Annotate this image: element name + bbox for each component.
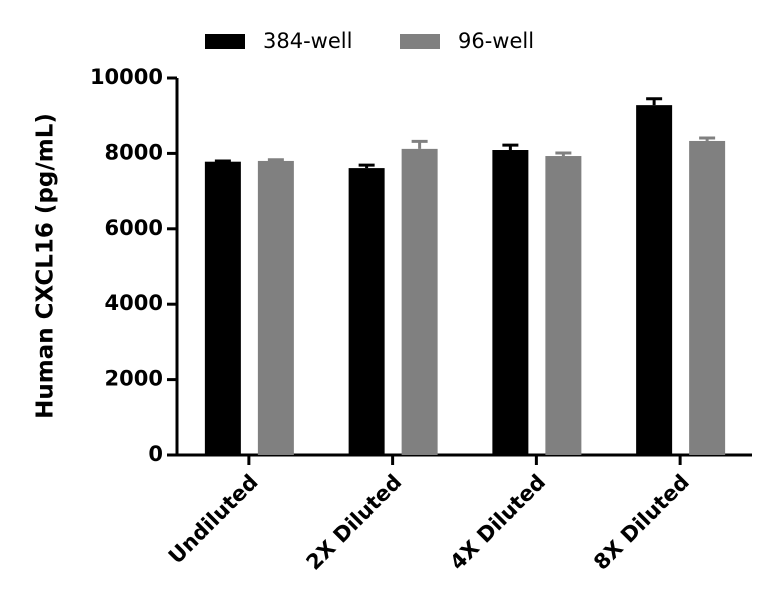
bar [545, 156, 582, 455]
bar [204, 161, 241, 455]
legend-label: 384-well [263, 29, 352, 53]
y-tick-label: 10000 [90, 65, 163, 89]
y-tick-label: 4000 [105, 291, 163, 315]
x-tick-label: 4X Diluted [445, 470, 550, 575]
legend-label: 96-well [458, 29, 534, 53]
x-tick-label: Undiluted [164, 470, 263, 569]
bar [492, 150, 529, 455]
y-tick-label: 6000 [105, 216, 163, 240]
y-axis-label: Human CXCL16 (pg/mL) [33, 113, 59, 419]
bar [348, 168, 385, 455]
x-tick-label: 2X Diluted [302, 470, 407, 575]
bar [636, 105, 673, 456]
legend-swatch [205, 34, 245, 49]
y-tick-label: 2000 [105, 367, 163, 391]
y-tick-label: 0 [148, 442, 163, 466]
y-tick-label: 8000 [105, 140, 163, 164]
bar [257, 160, 294, 455]
bar [401, 148, 438, 455]
legend-swatch [400, 34, 440, 49]
x-tick-label: 8X Diluted [589, 470, 694, 575]
bar [689, 140, 726, 456]
